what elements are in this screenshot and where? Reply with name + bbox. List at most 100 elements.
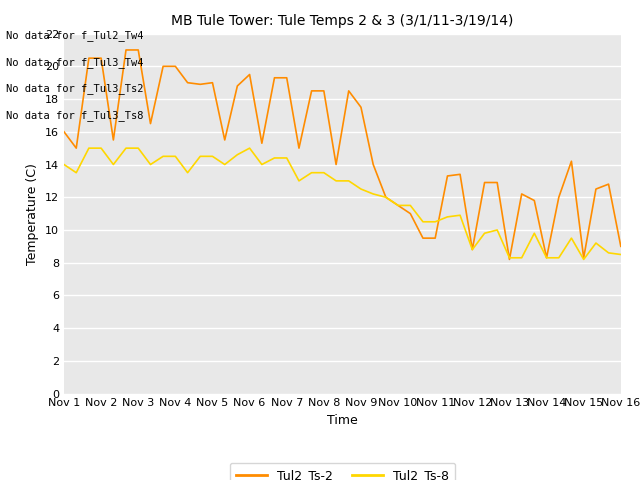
Tul2_Ts-2 [481, 180, 488, 185]
Tul2_Ts-8 [394, 203, 402, 208]
Tul2_Ts-2 [617, 243, 625, 249]
Tul2_Ts-8 [271, 155, 278, 161]
Tul2_Ts-8 [283, 155, 291, 161]
Line: Tul2_Ts-2: Tul2_Ts-2 [64, 50, 621, 259]
Tul2_Ts-8 [172, 154, 179, 159]
Tul2_Ts-2 [580, 255, 588, 261]
Tul2_Ts-2 [172, 63, 179, 69]
Tul2_Ts-2 [332, 162, 340, 168]
Tul2_Ts-8 [543, 255, 550, 261]
Tul2_Ts-8 [493, 227, 501, 233]
Tul2_Ts-2 [369, 162, 377, 168]
Text: No data for f_Tul3_Tw4: No data for f_Tul3_Tw4 [6, 57, 144, 68]
Tul2_Ts-2 [308, 88, 316, 94]
Tul2_Ts-2 [209, 80, 216, 85]
Tul2_Ts-8 [468, 247, 476, 252]
Tul2_Ts-2 [382, 194, 390, 200]
Tul2_Ts-2 [568, 158, 575, 164]
Tul2_Ts-8 [617, 252, 625, 257]
Tul2_Ts-2 [221, 137, 228, 143]
Tul2_Ts-8 [332, 178, 340, 184]
Tul2_Ts-2 [419, 235, 427, 241]
Tul2_Ts-2 [531, 198, 538, 204]
Tul2_Ts-2 [345, 88, 353, 94]
Text: No data for f_Tul3_Ts2: No data for f_Tul3_Ts2 [6, 83, 144, 94]
Tul2_Ts-8 [481, 230, 488, 236]
Tul2_Ts-8 [456, 212, 464, 218]
Legend: Tul2_Ts-2, Tul2_Ts-8: Tul2_Ts-2, Tul2_Ts-8 [230, 463, 455, 480]
Tul2_Ts-8 [295, 178, 303, 184]
Tul2_Ts-8 [568, 235, 575, 241]
Tul2_Ts-8 [85, 145, 93, 151]
Tul2_Ts-2 [605, 181, 612, 187]
Tul2_Ts-2 [184, 80, 191, 85]
Line: Tul2_Ts-8: Tul2_Ts-8 [64, 148, 621, 259]
Tul2_Ts-8 [122, 145, 130, 151]
Tul2_Ts-8 [431, 219, 439, 225]
Tul2_Ts-2 [196, 82, 204, 87]
Tul2_Ts-8 [196, 154, 204, 159]
X-axis label: Time: Time [327, 414, 358, 427]
Tul2_Ts-8 [580, 256, 588, 262]
Tul2_Ts-2 [159, 63, 167, 69]
Tul2_Ts-2 [234, 83, 241, 89]
Tul2_Ts-8 [345, 178, 353, 184]
Tul2_Ts-8 [134, 145, 142, 151]
Tul2_Ts-2 [246, 72, 253, 77]
Tul2_Ts-2 [357, 104, 365, 110]
Tul2_Ts-8 [555, 255, 563, 261]
Tul2_Ts-2 [506, 256, 513, 262]
Tul2_Ts-8 [592, 240, 600, 246]
Tul2_Ts-2 [320, 88, 328, 94]
Tul2_Ts-8 [531, 230, 538, 236]
Tul2_Ts-8 [258, 162, 266, 168]
Tul2_Ts-2 [271, 75, 278, 81]
Tul2_Ts-8 [518, 255, 525, 261]
Tul2_Ts-2 [147, 120, 154, 126]
Tul2_Ts-2 [134, 47, 142, 53]
Tul2_Ts-8 [109, 162, 117, 168]
Tul2_Ts-2 [109, 137, 117, 143]
Tul2_Ts-2 [468, 247, 476, 252]
Title: MB Tule Tower: Tule Temps 2 & 3 (3/1/11-3/19/14): MB Tule Tower: Tule Temps 2 & 3 (3/1/11-… [172, 14, 513, 28]
Tul2_Ts-8 [159, 154, 167, 159]
Tul2_Ts-8 [357, 186, 365, 192]
Tul2_Ts-2 [555, 194, 563, 200]
Tul2_Ts-8 [369, 191, 377, 197]
Tul2_Ts-8 [234, 152, 241, 157]
Tul2_Ts-8 [60, 162, 68, 168]
Tul2_Ts-8 [320, 170, 328, 176]
Tul2_Ts-2 [518, 191, 525, 197]
Tul2_Ts-2 [258, 140, 266, 146]
Tul2_Ts-8 [221, 162, 228, 168]
Tul2_Ts-2 [72, 145, 80, 151]
Tul2_Ts-8 [246, 145, 253, 151]
Tul2_Ts-2 [85, 55, 93, 61]
Tul2_Ts-2 [431, 235, 439, 241]
Tul2_Ts-2 [592, 186, 600, 192]
Tul2_Ts-2 [543, 255, 550, 261]
Tul2_Ts-2 [493, 180, 501, 185]
Tul2_Ts-2 [283, 75, 291, 81]
Tul2_Ts-8 [184, 170, 191, 176]
Tul2_Ts-8 [72, 170, 80, 176]
Y-axis label: Temperature (C): Temperature (C) [26, 163, 39, 264]
Tul2_Ts-8 [308, 170, 316, 176]
Tul2_Ts-8 [209, 154, 216, 159]
Tul2_Ts-2 [122, 47, 130, 53]
Tul2_Ts-2 [97, 55, 105, 61]
Text: No data for f_Tul2_Tw4: No data for f_Tul2_Tw4 [6, 30, 144, 41]
Tul2_Ts-2 [444, 173, 451, 179]
Text: No data for f_Tul3_Ts8: No data for f_Tul3_Ts8 [6, 109, 144, 120]
Tul2_Ts-2 [456, 171, 464, 177]
Tul2_Ts-2 [60, 129, 68, 135]
Tul2_Ts-8 [419, 219, 427, 225]
Tul2_Ts-8 [97, 145, 105, 151]
Tul2_Ts-2 [394, 203, 402, 208]
Tul2_Ts-8 [406, 203, 414, 208]
Tul2_Ts-2 [295, 145, 303, 151]
Tul2_Ts-8 [605, 250, 612, 256]
Tul2_Ts-8 [444, 214, 451, 220]
Tul2_Ts-8 [506, 255, 513, 261]
Tul2_Ts-8 [147, 162, 154, 168]
